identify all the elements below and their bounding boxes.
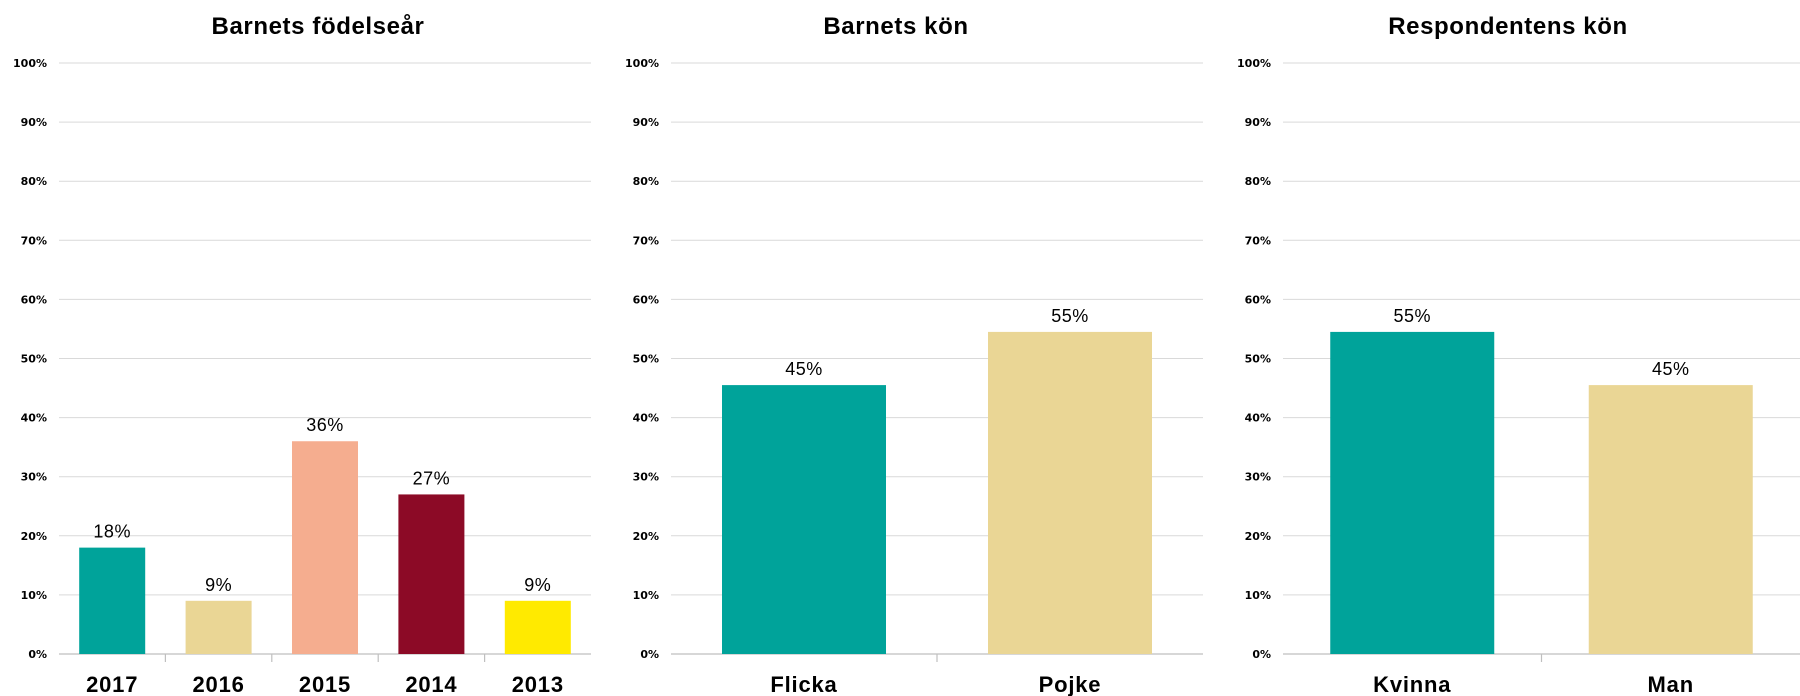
y-tick-label: 10% <box>633 589 659 602</box>
y-tick-label: 30% <box>1245 471 1271 484</box>
bar-man <box>1588 385 1753 654</box>
x-category-label: Kvinna <box>1373 672 1451 696</box>
y-tick-label: 60% <box>1245 293 1271 306</box>
bar-2013 <box>504 600 571 654</box>
y-tick-label: 100% <box>625 57 659 70</box>
y-tick-label: 30% <box>21 471 47 484</box>
data-label: 9% <box>524 575 551 595</box>
y-tick-label: 80% <box>633 175 659 188</box>
y-tick-label: 20% <box>633 530 659 543</box>
chart-title: Respondentens kön <box>1388 13 1628 40</box>
bar-2016 <box>185 600 252 654</box>
y-tick-label: 40% <box>633 412 659 425</box>
y-tick-label: 100% <box>1237 57 1271 70</box>
x-category-label: 2017 <box>86 672 138 696</box>
y-tick-label: 70% <box>1245 234 1271 247</box>
data-label: 45% <box>1652 359 1690 379</box>
bar-kvinna <box>1330 331 1495 654</box>
bar-2015 <box>292 441 358 654</box>
data-label: 9% <box>205 575 232 595</box>
x-category-label: 2016 <box>193 672 245 696</box>
y-tick-label: 40% <box>1245 412 1271 425</box>
bar-flicka <box>722 385 886 654</box>
y-tick-label: 70% <box>633 234 659 247</box>
y-tick-label: 50% <box>633 353 659 366</box>
bar-pojke <box>988 331 1152 654</box>
y-tick-label: 0% <box>640 648 659 661</box>
y-tick-label: 10% <box>21 589 47 602</box>
x-category-label: 2013 <box>512 672 564 696</box>
data-label: 36% <box>306 415 344 435</box>
bar-2014 <box>398 494 465 654</box>
data-label: 27% <box>413 468 451 488</box>
y-tick-label: 50% <box>1245 353 1271 366</box>
chart-title: Barnets födelseår <box>212 13 425 40</box>
y-tick-label: 80% <box>1245 175 1271 188</box>
y-tick-label: 50% <box>21 353 47 366</box>
y-tick-label: 30% <box>633 471 659 484</box>
y-tick-label: 20% <box>1245 530 1271 543</box>
bar-2017 <box>79 547 146 654</box>
y-tick-label: 100% <box>13 57 47 70</box>
data-label: 55% <box>1393 306 1431 326</box>
y-tick-label: 10% <box>1245 589 1271 602</box>
y-tick-label: 20% <box>21 530 47 543</box>
y-tick-label: 0% <box>28 648 47 661</box>
y-tick-label: 90% <box>21 116 47 129</box>
data-label: 55% <box>1051 306 1089 326</box>
x-category-label: Flicka <box>770 672 837 696</box>
y-tick-label: 60% <box>633 293 659 306</box>
data-label: 45% <box>785 359 823 379</box>
y-tick-label: 0% <box>1252 648 1271 661</box>
y-tick-label: 90% <box>633 116 659 129</box>
y-tick-label: 80% <box>21 175 47 188</box>
x-category-label: 2015 <box>299 672 351 696</box>
x-category-label: 2014 <box>405 672 457 696</box>
y-tick-label: 40% <box>21 412 47 425</box>
chart-title: Barnets kön <box>823 13 968 40</box>
data-label: 18% <box>93 522 131 542</box>
y-tick-label: 90% <box>1245 116 1271 129</box>
y-tick-label: 60% <box>21 293 47 306</box>
x-category-label: Pojke <box>1039 672 1102 696</box>
x-category-label: Man <box>1648 672 1694 696</box>
y-tick-label: 70% <box>21 234 47 247</box>
